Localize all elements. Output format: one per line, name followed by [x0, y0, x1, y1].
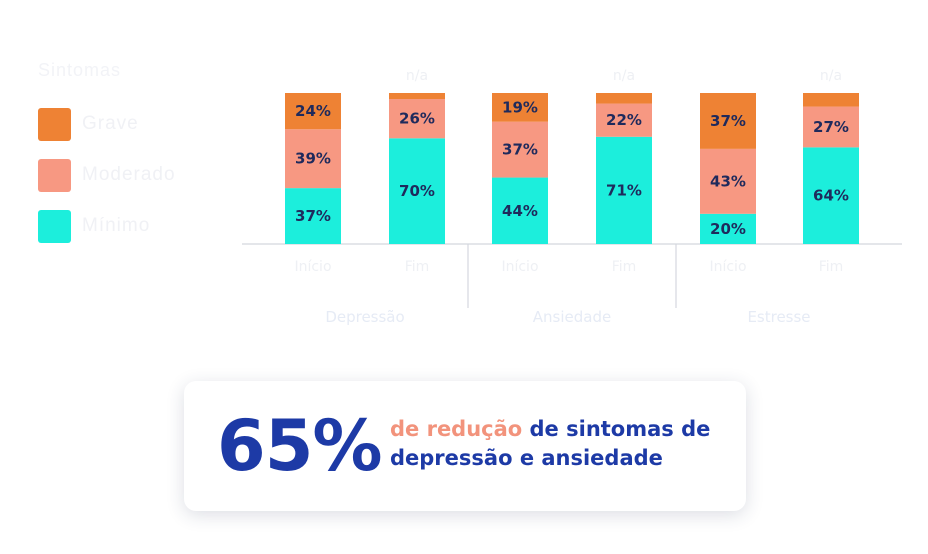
bar-5-mínimo	[700, 213, 756, 244]
legend-swatch-grave	[38, 107, 71, 141]
legend-item-grave: Grave	[38, 107, 176, 141]
bar-4-moderado	[596, 103, 652, 137]
bar-3-grave	[492, 93, 548, 122]
x-tick-label: Fim	[612, 259, 637, 275]
legend-item-moderado: Moderado	[38, 158, 176, 192]
bar-value-label: 37%	[502, 141, 538, 159]
bar-value-label: 39%	[295, 150, 331, 168]
bar-value-label: 37%	[295, 207, 331, 225]
highlight-accent-text: de redução	[390, 417, 523, 441]
bar-6-moderado	[803, 106, 859, 148]
legend-item-minimo: Mínimo	[38, 209, 176, 243]
bar-top-label: n/a	[613, 68, 635, 84]
legend: Sintomas Grave Moderado Mínimo	[38, 60, 176, 260]
legend-title: Sintomas	[38, 60, 122, 80]
bar-value-label: 43%	[710, 172, 746, 190]
bar-5-moderado	[700, 148, 756, 214]
bar-6-mínimo	[803, 147, 859, 244]
bar-2-mínimo	[389, 138, 445, 244]
x-tick-label: Início	[294, 259, 331, 275]
legend-swatch-moderado	[38, 158, 71, 192]
bar-value-label: 70%	[399, 182, 435, 200]
highlight-number: 65%	[217, 405, 383, 487]
bar-2-moderado	[389, 99, 445, 139]
group-label-2: Ansiedade	[533, 308, 611, 326]
legend-label-minimo: Mínimo	[82, 215, 151, 236]
highlight-card: 65% de redução de sintomas de depressão …	[184, 381, 746, 511]
legend-label-grave: Grave	[82, 113, 139, 134]
bar-value-label: 44%	[502, 202, 538, 220]
bar-1-grave	[285, 93, 341, 130]
bar-value-label: 27%	[813, 118, 849, 136]
bar-6-grave	[803, 93, 859, 107]
bar-value-label: 20%	[710, 220, 746, 238]
x-tick-label: Fim	[819, 259, 844, 275]
x-tick-label: Fim	[405, 259, 430, 275]
stacked-bar-chart: 37% 39% 24% Início 70% 26% Fim n/a 44% 37% 19% Iníc…	[242, 68, 902, 326]
group-label-3: Estresse	[747, 308, 810, 326]
legend-swatch-minimo	[38, 209, 71, 243]
bar-1-mínimo	[285, 188, 341, 244]
bar-value-label: 37%	[710, 112, 746, 130]
highlight-text: de redução de sintomas de depressão e an…	[390, 415, 730, 473]
x-tick-label: Início	[709, 259, 746, 275]
bar-top-label: n/a	[820, 68, 842, 84]
x-tick-label: Início	[501, 259, 538, 275]
group-label-1: Depressão	[325, 308, 404, 326]
bar-4-mínimo	[596, 136, 652, 244]
bar-value-label: 26%	[399, 110, 435, 128]
bar-value-label: 24%	[295, 102, 331, 120]
bar-top-label: n/a	[406, 68, 428, 84]
bar-3-mínimo	[492, 177, 548, 244]
bar-1-moderado	[285, 129, 341, 189]
bar-4-grave	[596, 93, 652, 104]
bar-value-label: 71%	[606, 181, 642, 199]
bar-value-label: 19%	[502, 98, 538, 116]
highlight-rest-text: de sintomas de depressão e ansiedade	[390, 417, 711, 470]
bar-value-label: 64%	[813, 187, 849, 205]
legend-label-moderado: Moderado	[82, 164, 176, 185]
bar-3-moderado	[492, 121, 548, 178]
bar-value-label: 22%	[606, 111, 642, 129]
bar-2-grave	[389, 93, 445, 100]
bar-5-grave	[700, 93, 756, 149]
